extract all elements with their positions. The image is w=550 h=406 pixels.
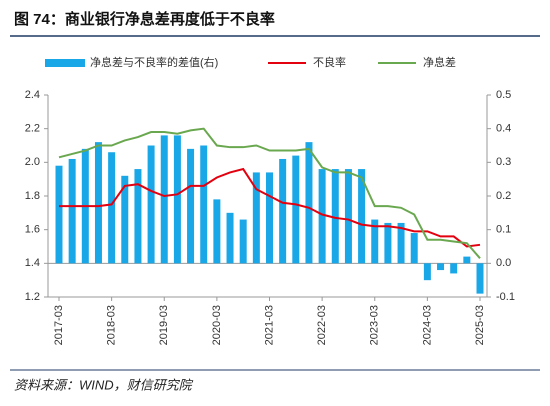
bar: [226, 212, 234, 264]
bar: [279, 158, 287, 264]
x-tick-label: 2019-03: [158, 305, 170, 345]
bar: [292, 155, 300, 264]
y-tick-label: 1.6: [25, 224, 40, 236]
line: [58, 127, 481, 259]
bar: [239, 219, 247, 264]
bar: [108, 152, 116, 264]
bar: [173, 135, 181, 264]
bar: [344, 169, 352, 264]
bar: [213, 199, 221, 264]
x-tick-label: 2021-03: [263, 305, 275, 345]
bar: [121, 175, 129, 264]
bar: [423, 263, 431, 281]
x-tick-label: 2022-03: [316, 305, 328, 345]
y2-tick-label: 0.5: [496, 89, 511, 101]
bar: [94, 142, 102, 264]
legend-label: 净息差: [423, 55, 456, 69]
bar: [410, 233, 418, 264]
y-tick-label: 1.2: [25, 291, 40, 303]
bar: [134, 169, 142, 264]
y-tick-label: 1.8: [25, 190, 40, 202]
y2-tick-label: 0.2: [496, 190, 511, 202]
y2-tick-label: 0.4: [496, 123, 511, 135]
bar: [200, 145, 208, 264]
x-tick-label: 2017-03: [53, 305, 65, 345]
y-tick-label: 2.2: [25, 123, 40, 135]
legend-swatch: [45, 59, 85, 67]
bar: [371, 219, 379, 264]
line: [59, 167, 481, 248]
bar: [450, 263, 458, 274]
x-tick-label: 2018-03: [106, 305, 118, 345]
bar: [187, 148, 195, 264]
bar: [463, 256, 471, 264]
bar: [266, 172, 273, 264]
x-tick-label: 2020-03: [211, 305, 223, 345]
bar: [68, 158, 76, 264]
chart-title: 图 74：商业银行净息差再度低于不良率: [14, 10, 275, 28]
bar: [397, 222, 405, 264]
bar: [305, 142, 313, 264]
y2-tick-label: 0.0: [496, 257, 511, 269]
y-tick-label: 1.4: [25, 257, 40, 269]
legend-label: 净息差与不良率的差值(右): [90, 55, 218, 69]
legend-label: 不良率: [313, 55, 346, 69]
bar: [384, 222, 392, 264]
y-tick-label: 2.4: [25, 89, 40, 101]
source: 资料来源：WIND，财信研究院: [14, 377, 194, 392]
x-tick-label: 2025-03: [474, 305, 486, 345]
bar: [55, 165, 63, 264]
bar: [331, 169, 339, 264]
bar: [252, 172, 260, 264]
bar: [476, 263, 484, 294]
y2-tick-label: -0.1: [496, 291, 515, 303]
bar: [318, 169, 326, 264]
y-tick-label: 2.0: [25, 156, 40, 168]
y2-tick-label: 0.1: [496, 224, 511, 236]
bar: [160, 135, 168, 264]
bar: [358, 169, 366, 264]
bar: [437, 263, 445, 271]
x-tick-label: 2024-03: [421, 305, 433, 345]
bar: [147, 145, 155, 264]
y2-tick-label: 0.3: [496, 156, 511, 168]
x-tick-label: 2023-03: [369, 305, 381, 345]
